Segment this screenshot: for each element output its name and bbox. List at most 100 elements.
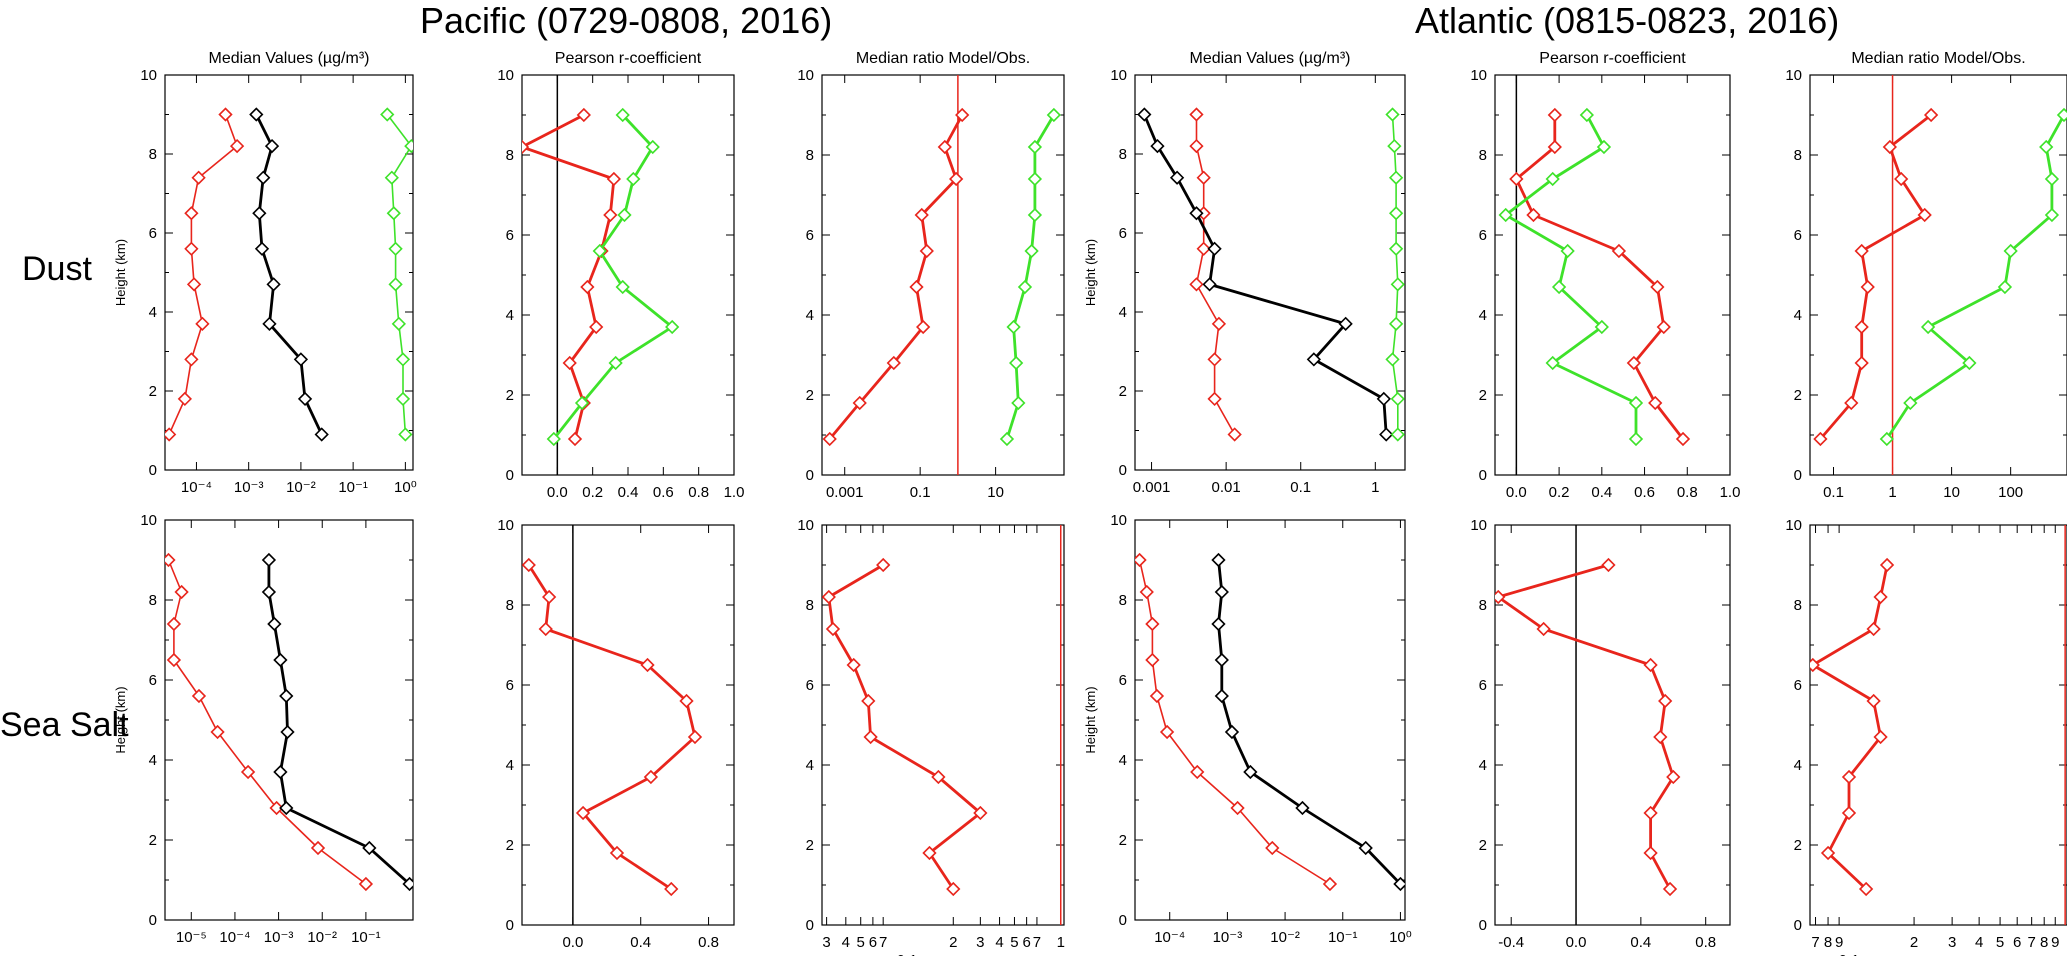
y-tick-label: 10 xyxy=(1110,512,1127,529)
data-point xyxy=(861,693,876,709)
data-point xyxy=(1903,395,1918,411)
x-tick-label: 0.4 xyxy=(1630,934,1651,951)
y-tick-label: 8 xyxy=(1794,597,1802,614)
data-point xyxy=(1379,427,1394,442)
y-tick-label: 2 xyxy=(149,383,157,400)
data-point xyxy=(229,138,245,154)
series-line xyxy=(167,559,367,885)
x-tick-label: 10⁰ xyxy=(394,479,417,496)
series-group xyxy=(1135,552,1405,892)
data-point xyxy=(1190,764,1205,780)
x-tick-label: 3 xyxy=(976,934,984,951)
series-line xyxy=(522,113,616,440)
x-tick-label: 5 xyxy=(1996,934,2004,951)
y-tick-label: 0 xyxy=(149,912,157,929)
data-point xyxy=(589,319,604,335)
data-point xyxy=(522,139,530,155)
series-line xyxy=(827,563,982,890)
y-tick-label: 6 xyxy=(1479,227,1487,244)
y-tick-label: 0 xyxy=(1794,917,1802,934)
data-point xyxy=(2044,207,2060,223)
data-point xyxy=(184,352,199,367)
y-tick-label: 4 xyxy=(506,307,514,324)
data-point xyxy=(846,657,861,673)
y-tick-label: 8 xyxy=(149,592,157,609)
data-point xyxy=(1662,881,1678,897)
y-axis-label: Height (km) xyxy=(1083,239,1098,306)
x-tick-label: 4 xyxy=(995,934,1003,951)
data-point xyxy=(575,805,591,821)
data-point xyxy=(1547,139,1562,155)
y-tick-label: 8 xyxy=(806,597,814,614)
data-point xyxy=(262,316,277,331)
x-tick-label: 7 xyxy=(1811,934,1819,951)
x-tick-label: 9 xyxy=(1835,934,1843,951)
y-tick-label: 2 xyxy=(149,832,157,849)
series-group xyxy=(1498,107,1691,447)
series-line xyxy=(527,564,697,891)
x-tick-label: 0.0 xyxy=(562,934,583,951)
data-point xyxy=(580,279,595,295)
data-point xyxy=(1810,657,1820,673)
data-point xyxy=(609,845,625,861)
data-point xyxy=(825,621,841,637)
series-group xyxy=(1810,557,1895,897)
series-line xyxy=(386,114,413,435)
y-tick-label: 0 xyxy=(506,467,514,484)
data-point xyxy=(1230,800,1245,816)
data-point xyxy=(1196,170,1211,185)
data-point xyxy=(1495,589,1506,605)
data-point xyxy=(1385,352,1400,367)
x-tick-label: 1.0 xyxy=(724,484,745,501)
y-tick-label: 6 xyxy=(149,672,157,689)
y-tick-label: 4 xyxy=(149,752,157,769)
data-point xyxy=(1879,431,1894,447)
data-point xyxy=(916,319,931,335)
data-point xyxy=(914,207,929,223)
x-tick-label: 0.001 xyxy=(1133,479,1171,496)
x-tick-label: 0.4 xyxy=(618,484,639,501)
atlantic-seasalt-median-panel: 0 2 4 6 8 10 10⁻⁴ 10⁻³ 10⁻² 10⁻¹ 10⁰ Height (km) xyxy=(1083,512,1412,946)
atlantic-group-title: Atlantic (0815-0823, 2016) xyxy=(1415,0,1840,41)
data-point xyxy=(522,557,536,573)
x-tick-label: 0.8 xyxy=(1695,934,1716,951)
row-label-dust: Dust xyxy=(22,250,92,288)
data-point xyxy=(1560,243,1575,259)
y-tick-label: 4 xyxy=(1479,757,1487,774)
data-point xyxy=(1390,277,1405,292)
data-point xyxy=(358,876,374,892)
y-tick-label: 4 xyxy=(1119,304,1127,321)
y-axis-label: Height (km) xyxy=(113,239,128,306)
y-tick-label: 2 xyxy=(1119,383,1127,400)
data-point xyxy=(1211,616,1226,632)
data-point xyxy=(1923,107,1939,123)
y-tick-label: 4 xyxy=(1794,757,1802,774)
data-point xyxy=(1388,170,1404,185)
data-point xyxy=(191,170,206,185)
x-tick-label: 2 xyxy=(1910,934,1918,951)
x-tick-label: 8 xyxy=(2040,934,2048,951)
plot-frame xyxy=(1494,524,1731,926)
y-tick-label: 10 xyxy=(797,517,814,534)
data-point xyxy=(1596,139,1612,155)
y-tick-label: 2 xyxy=(1479,387,1487,404)
atlantic-dust-median-panel: 0 2 4 6 8 10 0.001 0.01 0.1 1 Median Values (µg/m³… xyxy=(1083,50,1406,496)
y-tick-label: 2 xyxy=(1794,387,1802,404)
y-tick-label: 8 xyxy=(506,147,514,164)
series-line xyxy=(1195,114,1236,435)
data-point xyxy=(2039,139,2054,155)
series-line xyxy=(1005,114,1056,440)
x-tick-label: 1.0 xyxy=(1720,484,1741,501)
data-point xyxy=(1385,107,1400,122)
x-tick-label: 0.6 xyxy=(653,484,674,501)
y-tick-label: 10 xyxy=(797,67,814,84)
data-point xyxy=(1207,391,1222,407)
data-point xyxy=(1656,319,1671,335)
data-point xyxy=(886,355,901,371)
x-tick-label: 0.4 xyxy=(1591,484,1612,501)
series-line xyxy=(1819,113,1932,440)
x-tick-label: 0.2 xyxy=(582,484,603,501)
data-point xyxy=(191,688,207,704)
x-tick-label: 5 xyxy=(1010,934,1018,951)
